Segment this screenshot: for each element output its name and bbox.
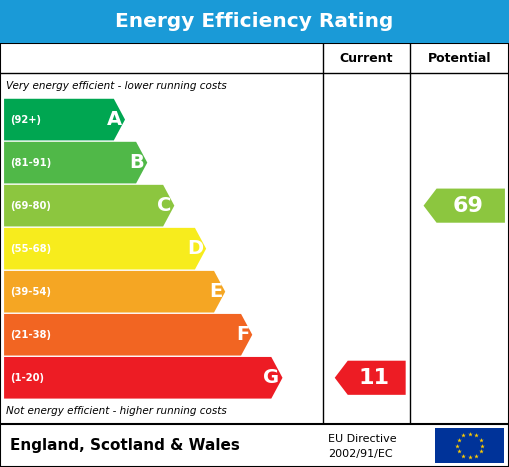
Polygon shape bbox=[4, 228, 206, 269]
Polygon shape bbox=[4, 357, 282, 398]
Text: (1-20): (1-20) bbox=[10, 373, 44, 383]
Text: (39-54): (39-54) bbox=[10, 287, 51, 297]
Text: Energy Efficiency Rating: Energy Efficiency Rating bbox=[116, 12, 393, 31]
Polygon shape bbox=[4, 142, 147, 184]
Text: E: E bbox=[209, 282, 222, 301]
Polygon shape bbox=[4, 185, 174, 226]
Text: 11: 11 bbox=[359, 368, 389, 388]
Text: C: C bbox=[157, 196, 171, 215]
Text: EU Directive: EU Directive bbox=[328, 434, 397, 444]
Text: (55-68): (55-68) bbox=[10, 244, 51, 254]
Polygon shape bbox=[423, 189, 505, 223]
Text: D: D bbox=[187, 239, 203, 258]
Text: G: G bbox=[263, 368, 279, 387]
Bar bbox=[0, 0, 509, 43]
Bar bbox=[435, 428, 504, 463]
Text: (81-91): (81-91) bbox=[10, 158, 51, 168]
Polygon shape bbox=[335, 361, 406, 395]
Text: A: A bbox=[107, 110, 122, 129]
Text: Potential: Potential bbox=[428, 52, 491, 64]
Polygon shape bbox=[4, 314, 252, 355]
Polygon shape bbox=[4, 271, 225, 312]
Text: (21-38): (21-38) bbox=[10, 330, 51, 340]
Text: 2002/91/EC: 2002/91/EC bbox=[328, 449, 393, 459]
Text: (92+): (92+) bbox=[10, 114, 41, 125]
Bar bbox=[0, 424, 509, 467]
Polygon shape bbox=[4, 99, 125, 141]
Text: Very energy efficient - lower running costs: Very energy efficient - lower running co… bbox=[6, 81, 227, 92]
Text: 69: 69 bbox=[453, 196, 484, 216]
Text: B: B bbox=[129, 153, 144, 172]
Text: Not energy efficient - higher running costs: Not energy efficient - higher running co… bbox=[6, 406, 227, 416]
Text: (69-80): (69-80) bbox=[10, 201, 51, 211]
Text: Current: Current bbox=[340, 52, 393, 64]
Text: F: F bbox=[236, 325, 249, 344]
Text: England, Scotland & Wales: England, Scotland & Wales bbox=[10, 438, 240, 453]
